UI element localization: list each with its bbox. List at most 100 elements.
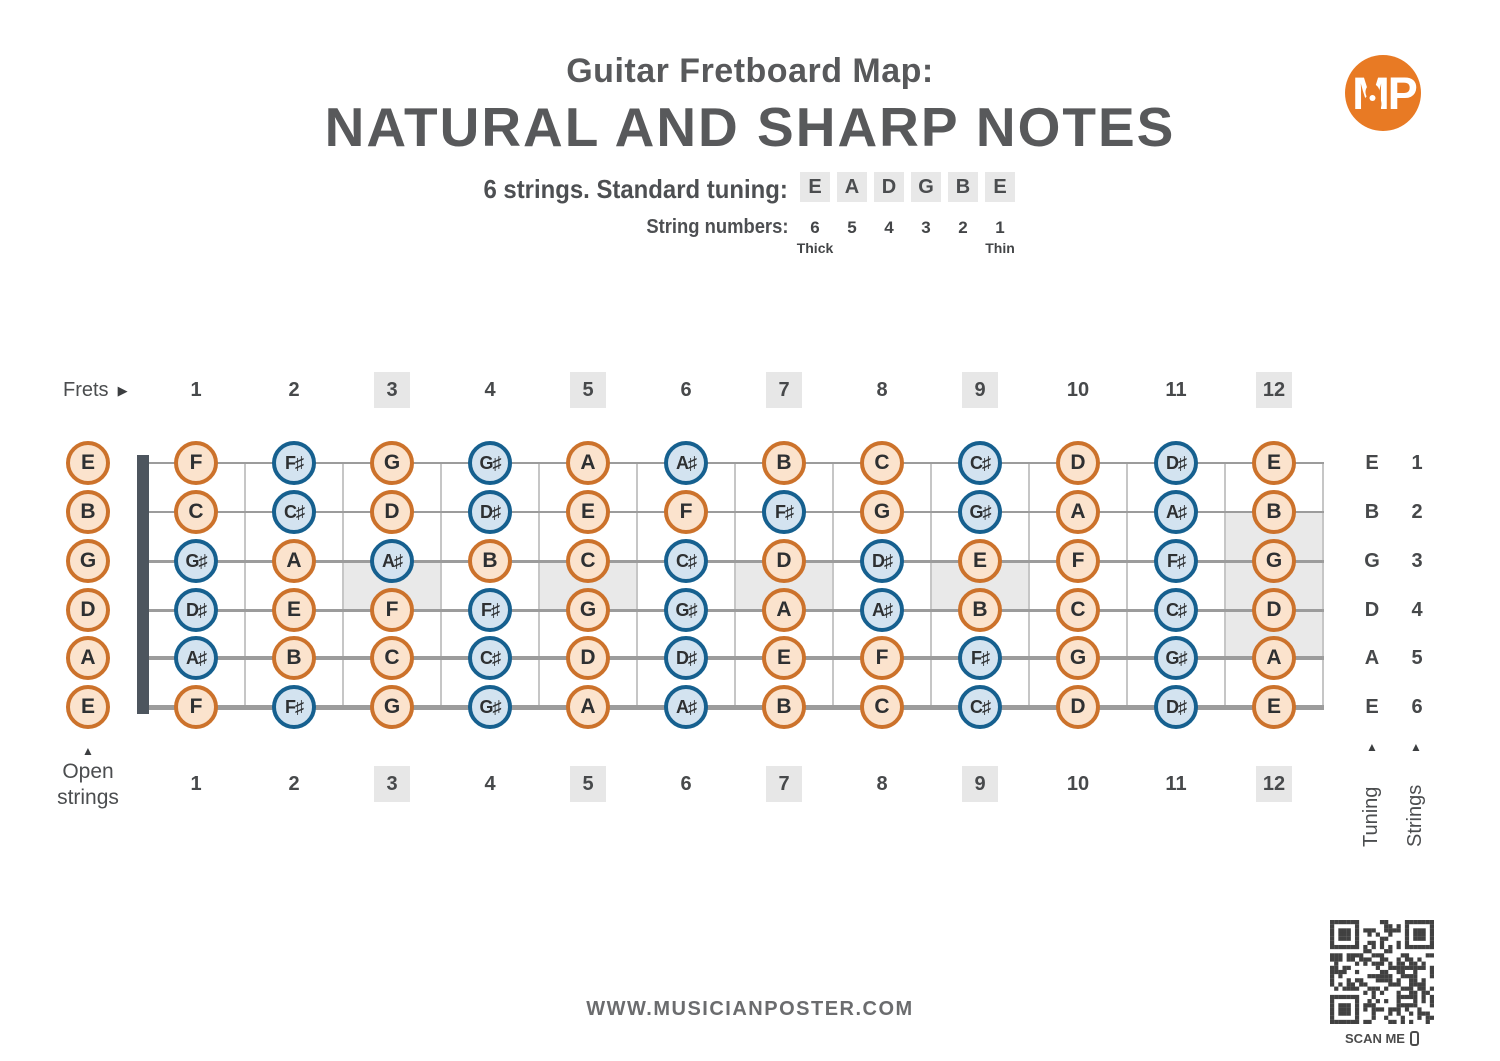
scan-me-text: SCAN ME	[1345, 1031, 1405, 1046]
note-label: D♯	[1166, 452, 1187, 473]
note-label: A♯	[872, 599, 893, 620]
note-label: E	[1266, 695, 1281, 718]
natural-note: F	[174, 441, 218, 485]
fret-wire	[930, 462, 932, 708]
note-label: D♯	[676, 647, 697, 668]
string-numbers-row: 6 5 4 3 2 1	[800, 216, 1015, 240]
note-label: E	[1266, 451, 1281, 474]
tuning-letter-box: D	[874, 172, 904, 202]
string-line-2	[140, 511, 1324, 513]
note-label: B	[80, 500, 96, 523]
fret-number: 1	[190, 379, 202, 401]
natural-note: F	[174, 685, 218, 729]
strings-column-label: Strings	[1404, 784, 1426, 847]
fret-number: 1	[190, 773, 202, 795]
natural-note: B	[958, 588, 1002, 632]
sharp-note: F♯	[958, 636, 1002, 680]
fret-number: 4	[484, 773, 496, 795]
sharp-note: F♯	[1154, 539, 1198, 583]
note-label: C♯	[970, 452, 991, 473]
sharp-note: G♯	[468, 441, 512, 485]
right-arrow-icon: ▶	[117, 382, 128, 398]
sharp-note: G♯	[174, 539, 218, 583]
fret-number: 5	[570, 372, 606, 408]
note-label: G♯	[479, 696, 501, 717]
fret-wire	[636, 462, 638, 708]
note-label: D	[776, 549, 792, 572]
sharp-note: A♯	[664, 441, 708, 485]
natural-note: C	[860, 441, 904, 485]
note-label: F	[679, 500, 693, 523]
string-number-right: 1	[1411, 452, 1423, 474]
natural-note: G	[1252, 539, 1296, 583]
thick-label: Thick	[796, 240, 834, 256]
fret-number: 7	[766, 766, 802, 802]
note-label: D♯	[1166, 696, 1187, 717]
sharp-note: A♯	[1154, 490, 1198, 534]
tuning-letter-box: G	[911, 172, 941, 202]
note-label: F♯	[481, 599, 500, 620]
sharp-note: G♯	[958, 490, 1002, 534]
note-label: A	[1266, 646, 1282, 669]
fret-number: 7	[766, 372, 802, 408]
sharp-note: F♯	[468, 588, 512, 632]
sharp-note: C♯	[272, 490, 316, 534]
note-label: C	[384, 646, 400, 669]
natural-note: D	[1056, 441, 1100, 485]
logo-circle	[1345, 55, 1421, 131]
sharp-note: D♯	[664, 636, 708, 680]
note-label: E	[80, 451, 95, 474]
note-label: G	[383, 451, 401, 474]
note-label: A♯	[676, 696, 697, 717]
fret-number: 9	[962, 372, 998, 408]
natural-note: C	[174, 490, 218, 534]
guitar-soundhole	[1369, 95, 1376, 101]
string-numbers-label: String numbers:	[645, 216, 788, 238]
note-label: A	[580, 451, 596, 474]
sharp-note: F♯	[272, 685, 316, 729]
note-label: C	[580, 549, 596, 572]
fret-number: 8	[876, 773, 888, 795]
sharp-note: A♯	[860, 588, 904, 632]
sharp-note: D♯	[174, 588, 218, 632]
note-label: C	[188, 500, 204, 523]
tuning-letter-box: B	[948, 172, 978, 202]
fret-number: 2	[288, 773, 300, 795]
note-label: E	[776, 646, 791, 669]
string-number-right: 6	[1411, 696, 1423, 718]
note-label: F♯	[1167, 550, 1186, 571]
fret-wire	[832, 462, 834, 708]
natural-note: C	[860, 685, 904, 729]
note-label: B	[776, 451, 792, 474]
string-number-cell: 4	[884, 218, 894, 237]
natural-note: F	[664, 490, 708, 534]
natural-note: B	[762, 441, 806, 485]
note-label: C♯	[1166, 599, 1187, 620]
fret-wire	[1224, 462, 1226, 708]
sharp-note: D♯	[860, 539, 904, 583]
sharp-note: C♯	[664, 539, 708, 583]
fret-wire	[244, 462, 246, 708]
frets-label: Frets ▶	[63, 379, 128, 402]
note-label: G	[873, 500, 891, 523]
fret-number: 2	[288, 379, 300, 401]
natural-note: C	[1056, 588, 1100, 632]
note-label: D	[1070, 451, 1086, 474]
natural-note: B	[272, 636, 316, 680]
note-label: F	[385, 598, 399, 621]
natural-note: D	[370, 490, 414, 534]
open-strings-label: Open strings	[57, 760, 119, 809]
note-label: C♯	[676, 550, 697, 571]
sharp-note: D♯	[1154, 441, 1198, 485]
natural-note: E	[1252, 441, 1296, 485]
note-label: C	[874, 451, 890, 474]
tuning-letter-box: E	[985, 172, 1015, 202]
note-label: B	[482, 549, 498, 572]
sharp-note: C♯	[958, 441, 1002, 485]
note-label: E	[80, 695, 95, 718]
note-label: G	[1069, 646, 1087, 669]
note-label: G♯	[675, 599, 697, 620]
fret-wire	[1126, 462, 1128, 708]
